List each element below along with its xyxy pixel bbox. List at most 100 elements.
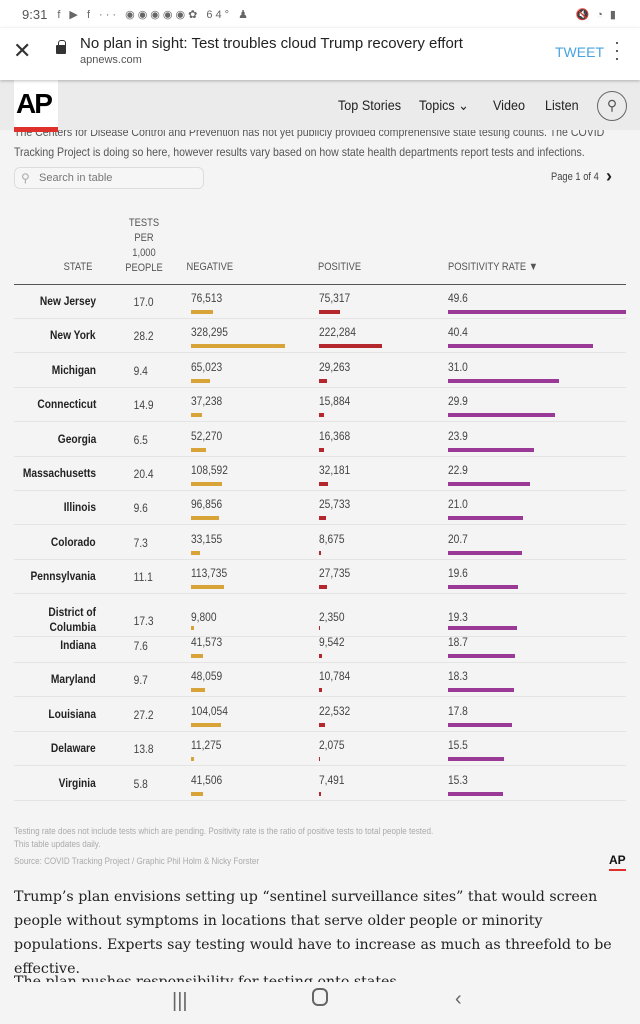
state-name: District of Columbia (48, 604, 96, 634)
positivity-rate-bar (448, 310, 626, 314)
negative-value: 65,023 (191, 359, 223, 374)
table-row: District of Columbia 17.3 9,800 2,350 19… (14, 595, 626, 637)
negative-bar (191, 413, 202, 418)
positivity-rate-bar (448, 378, 560, 383)
tests-per-1000: 9.6 (133, 501, 148, 516)
negative-value: 108,592 (191, 463, 228, 477)
negative-value: 9,800 (191, 609, 217, 624)
close-icon[interactable]: ✕ (13, 38, 32, 63)
negative-bar (191, 344, 285, 349)
negative-value: 41,506 (191, 772, 223, 787)
state-name: Pennsylvania (30, 569, 96, 584)
tests-per-1000: 13.8 (133, 742, 154, 757)
next-page-icon[interactable]: › (606, 166, 612, 186)
positive-value: 22,532 (319, 703, 351, 718)
tests-per-1000: 9.7 (133, 673, 148, 688)
positive-value: 10,784 (319, 669, 351, 684)
positive-bar (319, 625, 320, 630)
table-row: Connecticut 14.9 37,238 15,884 29.9 (14, 388, 626, 423)
positivity-rate-bar (448, 757, 504, 762)
header-negative[interactable]: NEGATIVE (186, 261, 234, 273)
negative-value: 113,735 (191, 566, 228, 581)
positivity-rate-bar (448, 688, 514, 693)
positivity-rate-bar (448, 722, 512, 727)
table-row: Massachusetts 20.4 108,592 32,181 22.9 (14, 457, 626, 491)
state-name: Colorado (51, 534, 96, 549)
positive-bar (319, 688, 323, 693)
ap-logo[interactable]: AP (14, 80, 58, 132)
nav-top-stories[interactable]: Top Stories (338, 97, 402, 113)
page-indicator: Page 1 of 4 (551, 171, 599, 183)
table-row: Georgia 6.5 52,270 16,368 23.9 (14, 423, 626, 457)
state-name: New Jersey (39, 294, 96, 308)
search-icon: ⚲ (21, 171, 30, 185)
positivity-rate-value: 21.0 (448, 497, 468, 512)
table-row: Louisiana 27.2 104,054 22,532 17.8 (14, 698, 626, 732)
article-paragraph: The plan pushes responsibility for testi… (14, 974, 402, 982)
negative-bar (191, 625, 194, 630)
positivity-rate-bar (448, 654, 516, 658)
search-icon[interactable]: ⚲ (597, 91, 627, 121)
positive-value: 32,181 (319, 463, 351, 477)
positivity-rate-bar (448, 482, 531, 486)
page-url: apnews.com (80, 54, 142, 66)
positive-value: 7,491 (319, 772, 345, 787)
header-positivity-rate[interactable]: POSITIVITY RATE ▼ (448, 261, 538, 273)
positivity-rate-bar (448, 791, 503, 796)
positivity-rate-value: 15.3 (448, 772, 468, 787)
table-search-input[interactable]: ⚲ Search in table (14, 167, 204, 189)
table-row: Maryland 9.7 48,059 10,784 18.3 (14, 663, 626, 698)
tweet-button[interactable]: TWEET (555, 44, 604, 60)
header-positive[interactable]: POSITIVE (318, 261, 362, 273)
positivity-rate-value: 17.8 (448, 703, 468, 718)
positivity-rate-value: 22.9 (448, 463, 468, 477)
state-name: Louisiana (48, 706, 96, 721)
more-options-icon[interactable]: · · · (614, 32, 620, 68)
tests-per-1000: 14.9 (133, 398, 154, 413)
positive-value: 8,675 (319, 531, 345, 546)
positive-bar (319, 482, 329, 486)
note-updates: This table updates daily. (14, 839, 101, 850)
nav-video[interactable]: Video (493, 97, 526, 113)
negative-bar (191, 722, 221, 727)
state-name: Georgia (57, 431, 96, 446)
positivity-rate-value: 20.7 (448, 531, 468, 546)
home-icon[interactable] (312, 988, 328, 1006)
positivity-rate-value: 40.4 (448, 325, 468, 340)
back-icon[interactable]: ‹ (455, 988, 462, 1010)
positivity-rate-value: 19.6 (448, 566, 468, 581)
positive-bar (319, 344, 382, 349)
header-tests[interactable]: TESTS PER 1,000 PEOPLE (125, 217, 163, 274)
positive-value: 29,263 (319, 359, 351, 374)
header-divider (14, 284, 626, 285)
positivity-rate-value: 49.6 (448, 291, 468, 305)
negative-value: 96,856 (191, 497, 223, 512)
positive-bar (319, 722, 326, 727)
header-state[interactable]: STATE (63, 261, 93, 273)
positive-bar (319, 447, 324, 452)
lock-icon (56, 40, 66, 54)
table-row: Delaware 13.8 11,275 2,075 15.5 (14, 732, 626, 767)
tests-per-1000: 28.2 (133, 329, 154, 344)
nav-listen[interactable]: Listen (545, 97, 579, 113)
positivity-rate-value: 19.3 (448, 609, 468, 624)
tests-per-1000: 11.1 (133, 570, 153, 585)
table-row: Michigan 9.4 65,023 29,263 31.0 (14, 354, 626, 388)
table-row: Pennsylvania 11.1 113,735 27,735 19.6 (14, 560, 626, 595)
android-nav-bar: ||| ‹ (0, 982, 640, 1024)
positive-bar (319, 791, 322, 796)
negative-value: 52,270 (191, 428, 223, 443)
state-name: Delaware (51, 741, 96, 756)
source-credit: Source: COVID Tracking Project / Graphic… (14, 856, 260, 867)
system-icons: 🔇 ◔ ▮ (575, 8, 618, 21)
positive-value: 222,284 (319, 325, 356, 340)
tests-per-1000: 27.2 (133, 707, 154, 722)
positivity-rate-bar (448, 625, 518, 630)
positivity-rate-bar (448, 413, 556, 418)
negative-bar (191, 654, 203, 658)
positive-value: 9,542 (319, 635, 345, 649)
tests-per-1000: 17.0 (133, 295, 154, 309)
nav-topics[interactable]: Topics ⌄ (419, 97, 469, 113)
positivity-rate-value: 29.9 (448, 394, 468, 409)
recent-apps-icon[interactable]: ||| (172, 990, 188, 1012)
